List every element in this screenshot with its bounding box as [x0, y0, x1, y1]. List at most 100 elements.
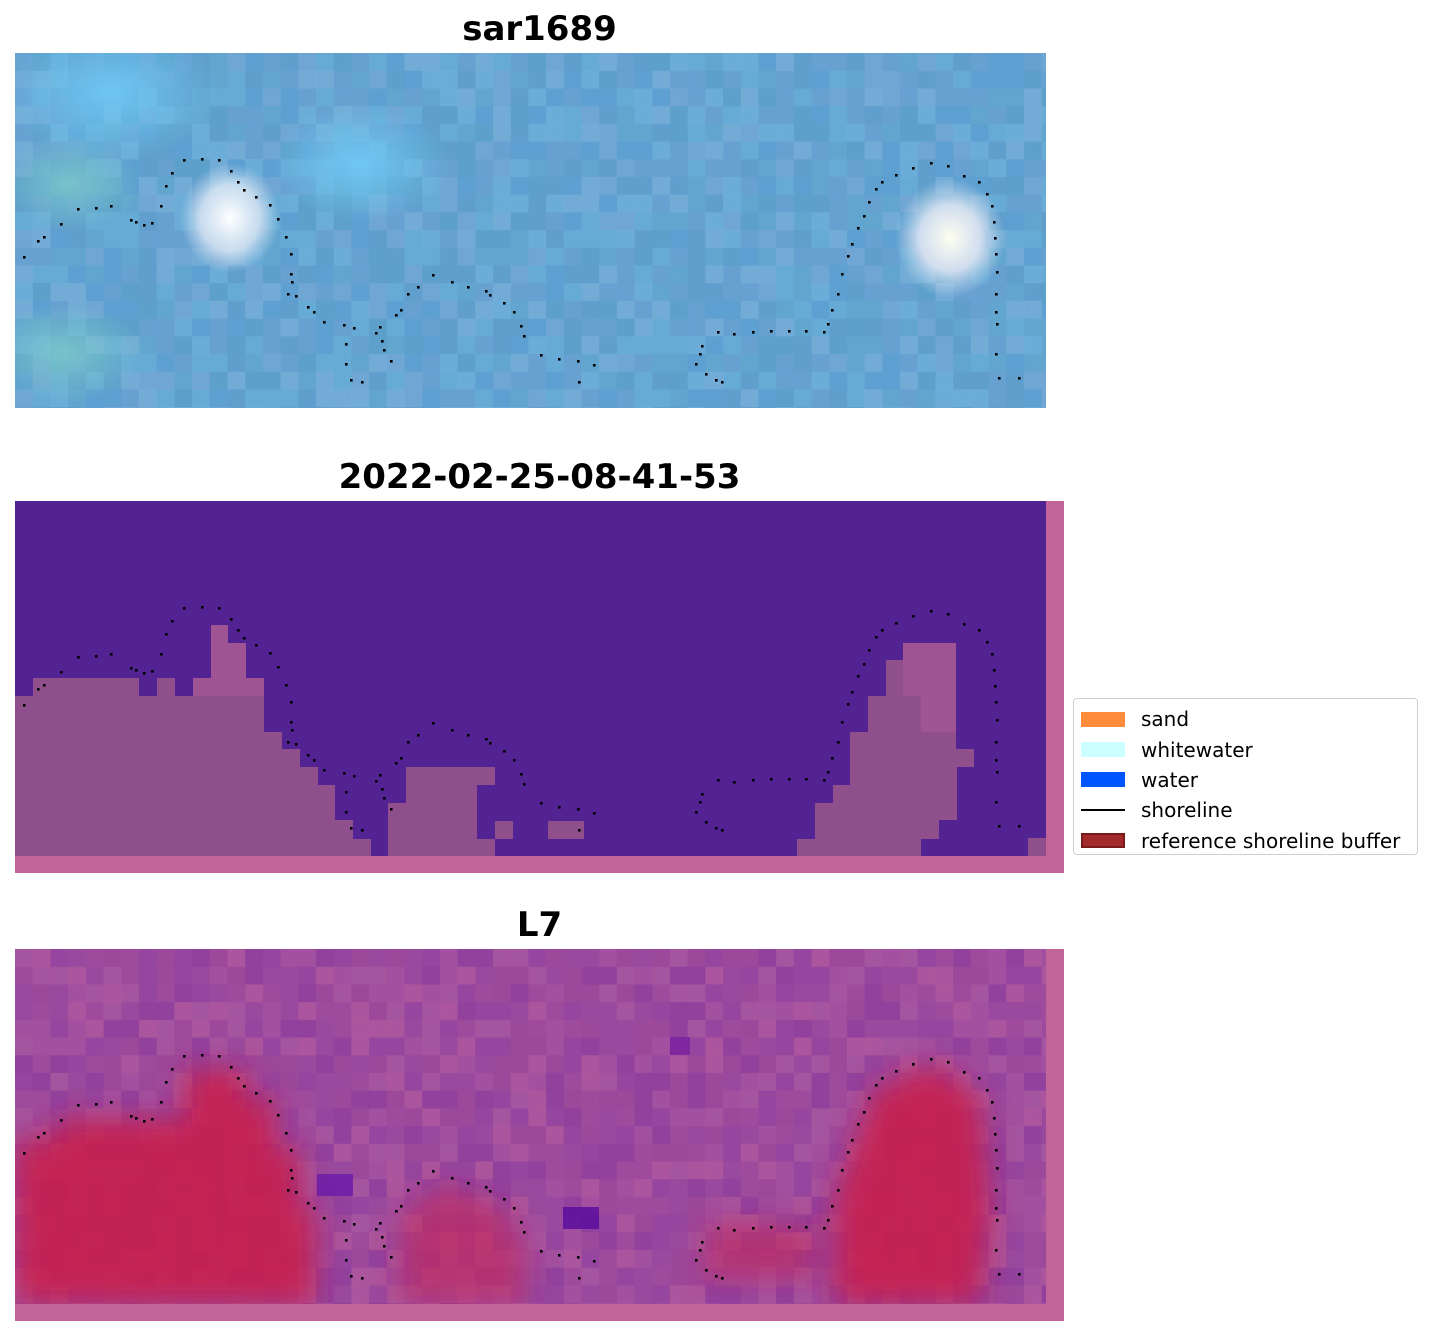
- panel-title-sar: sar1689: [462, 9, 617, 49]
- shoreline-dot: [930, 610, 933, 613]
- shoreline-dot: [994, 237, 997, 240]
- shoreline-dot: [381, 788, 384, 791]
- shoreline-dot: [375, 332, 378, 335]
- shoreline-dot: [995, 293, 998, 296]
- shoreline-dot: [485, 1186, 488, 1189]
- high-probability-regions: [15, 1064, 990, 1304]
- shoreline-dot: [520, 1221, 523, 1224]
- shoreline-dot: [135, 1117, 138, 1120]
- shoreline-dot: [695, 363, 698, 366]
- shoreline-dot: [593, 1260, 596, 1263]
- shoreline-dot: [994, 685, 997, 688]
- shoreline-dot: [60, 671, 63, 674]
- shoreline-dots: [23, 1054, 1021, 1280]
- shoreline-dot: [379, 326, 382, 329]
- shoreline-dot: [577, 808, 580, 811]
- legend-label: water: [1141, 767, 1198, 792]
- shoreline-dot: [837, 741, 840, 744]
- shoreline-dot: [165, 633, 168, 636]
- shoreline-dot: [165, 185, 168, 188]
- shoreline-dot: [143, 672, 146, 675]
- shoreline-dot: [558, 1254, 561, 1257]
- shoreline-dot: [995, 253, 998, 256]
- shoreline-dot: [717, 779, 720, 782]
- shoreline-dot: [540, 354, 543, 357]
- reference-buffer-swatch: [1081, 833, 1125, 849]
- shoreline-dot: [295, 743, 298, 746]
- shoreline-dot: [986, 193, 989, 196]
- legend-label: reference shoreline buffer: [1141, 828, 1401, 853]
- shoreline-dot: [95, 207, 98, 210]
- shoreline-dot: [171, 620, 174, 623]
- shoreline-dot: [705, 821, 708, 824]
- shoreline-dot: [540, 802, 543, 805]
- legend-label: shoreline: [1141, 798, 1233, 823]
- shoreline-dot: [269, 1100, 272, 1103]
- shoreline-dot: [912, 615, 915, 618]
- shoreline-dot: [37, 688, 40, 691]
- shoreline-dot: [350, 1275, 353, 1278]
- shoreline-dot: [805, 330, 808, 333]
- shoreline-dot: [895, 622, 898, 625]
- shoreline-dot: [400, 757, 403, 760]
- shoreline-dot: [77, 1104, 80, 1107]
- shoreline-dot: [313, 311, 316, 314]
- shoreline-dot: [995, 801, 998, 804]
- dark-purple-patch: [317, 1174, 353, 1196]
- shoreline-dot: [110, 205, 113, 208]
- shoreline-dot: [243, 637, 246, 640]
- shoreline-dot: [831, 1205, 834, 1208]
- shoreline-dot: [110, 653, 113, 656]
- shoreline-dot: [1018, 377, 1021, 380]
- shoreline-dot: [151, 1118, 154, 1121]
- frame-right-strip: [1046, 949, 1064, 1321]
- shoreline-dot: [881, 1077, 884, 1080]
- shoreline-dot: [788, 330, 791, 333]
- shoreline-dot: [353, 1223, 356, 1226]
- shoreline-dot: [752, 331, 755, 334]
- shoreline-dot: [578, 1277, 581, 1280]
- shoreline-dot: [345, 343, 348, 346]
- shoreline-dot: [381, 1236, 384, 1239]
- shoreline-dot: [805, 1226, 808, 1229]
- shoreline-dot: [467, 734, 470, 737]
- shoreline-dot: [827, 1219, 830, 1222]
- shoreline-dot: [467, 286, 470, 289]
- shoreline-dot: [395, 1210, 398, 1213]
- shoreline-dot: [995, 759, 998, 762]
- shoreline-dot: [160, 205, 163, 208]
- shoreline-dot: [752, 779, 755, 782]
- shoreline-dot: [503, 750, 506, 753]
- shoreline-dot: [513, 1207, 516, 1210]
- shoreline-dot: [998, 825, 1001, 828]
- shoreline-dot: [699, 353, 702, 356]
- shoreline-dot: [986, 641, 989, 644]
- bright-water-region: [270, 103, 450, 223]
- shoreline-dot: [291, 729, 294, 732]
- shoreline-dot: [513, 759, 516, 762]
- shoreline-dot: [715, 827, 718, 830]
- shoreline-dot: [313, 759, 316, 762]
- shoreline-dot: [1018, 825, 1021, 828]
- shoreline-dot: [375, 1228, 378, 1231]
- shoreline-dot: [875, 188, 878, 191]
- shoreline-dot: [978, 1077, 981, 1080]
- shoreline-dot: [171, 1068, 174, 1071]
- legend-item-water: water: [1081, 765, 1417, 795]
- shoreline-dot: [881, 181, 884, 184]
- shoreline-dot: [37, 240, 40, 243]
- shoreline-dot: [285, 1132, 288, 1135]
- shoreline-dot: [230, 170, 233, 173]
- shoreline-dot: [285, 236, 288, 239]
- shoreline-dot: [383, 797, 386, 800]
- shoreline-dot: [827, 323, 830, 326]
- shoreline-dot: [183, 1055, 186, 1058]
- shoreline-dot: [323, 769, 326, 772]
- shoreline-dot: [558, 806, 561, 809]
- land-class-pixel: [1028, 838, 1046, 856]
- shoreline-dot: [701, 1241, 704, 1244]
- shoreline-dot: [77, 208, 80, 211]
- shoreline-dot: [243, 1085, 246, 1088]
- shoreline-dot: [788, 778, 791, 781]
- probability-panel: [15, 949, 1064, 1321]
